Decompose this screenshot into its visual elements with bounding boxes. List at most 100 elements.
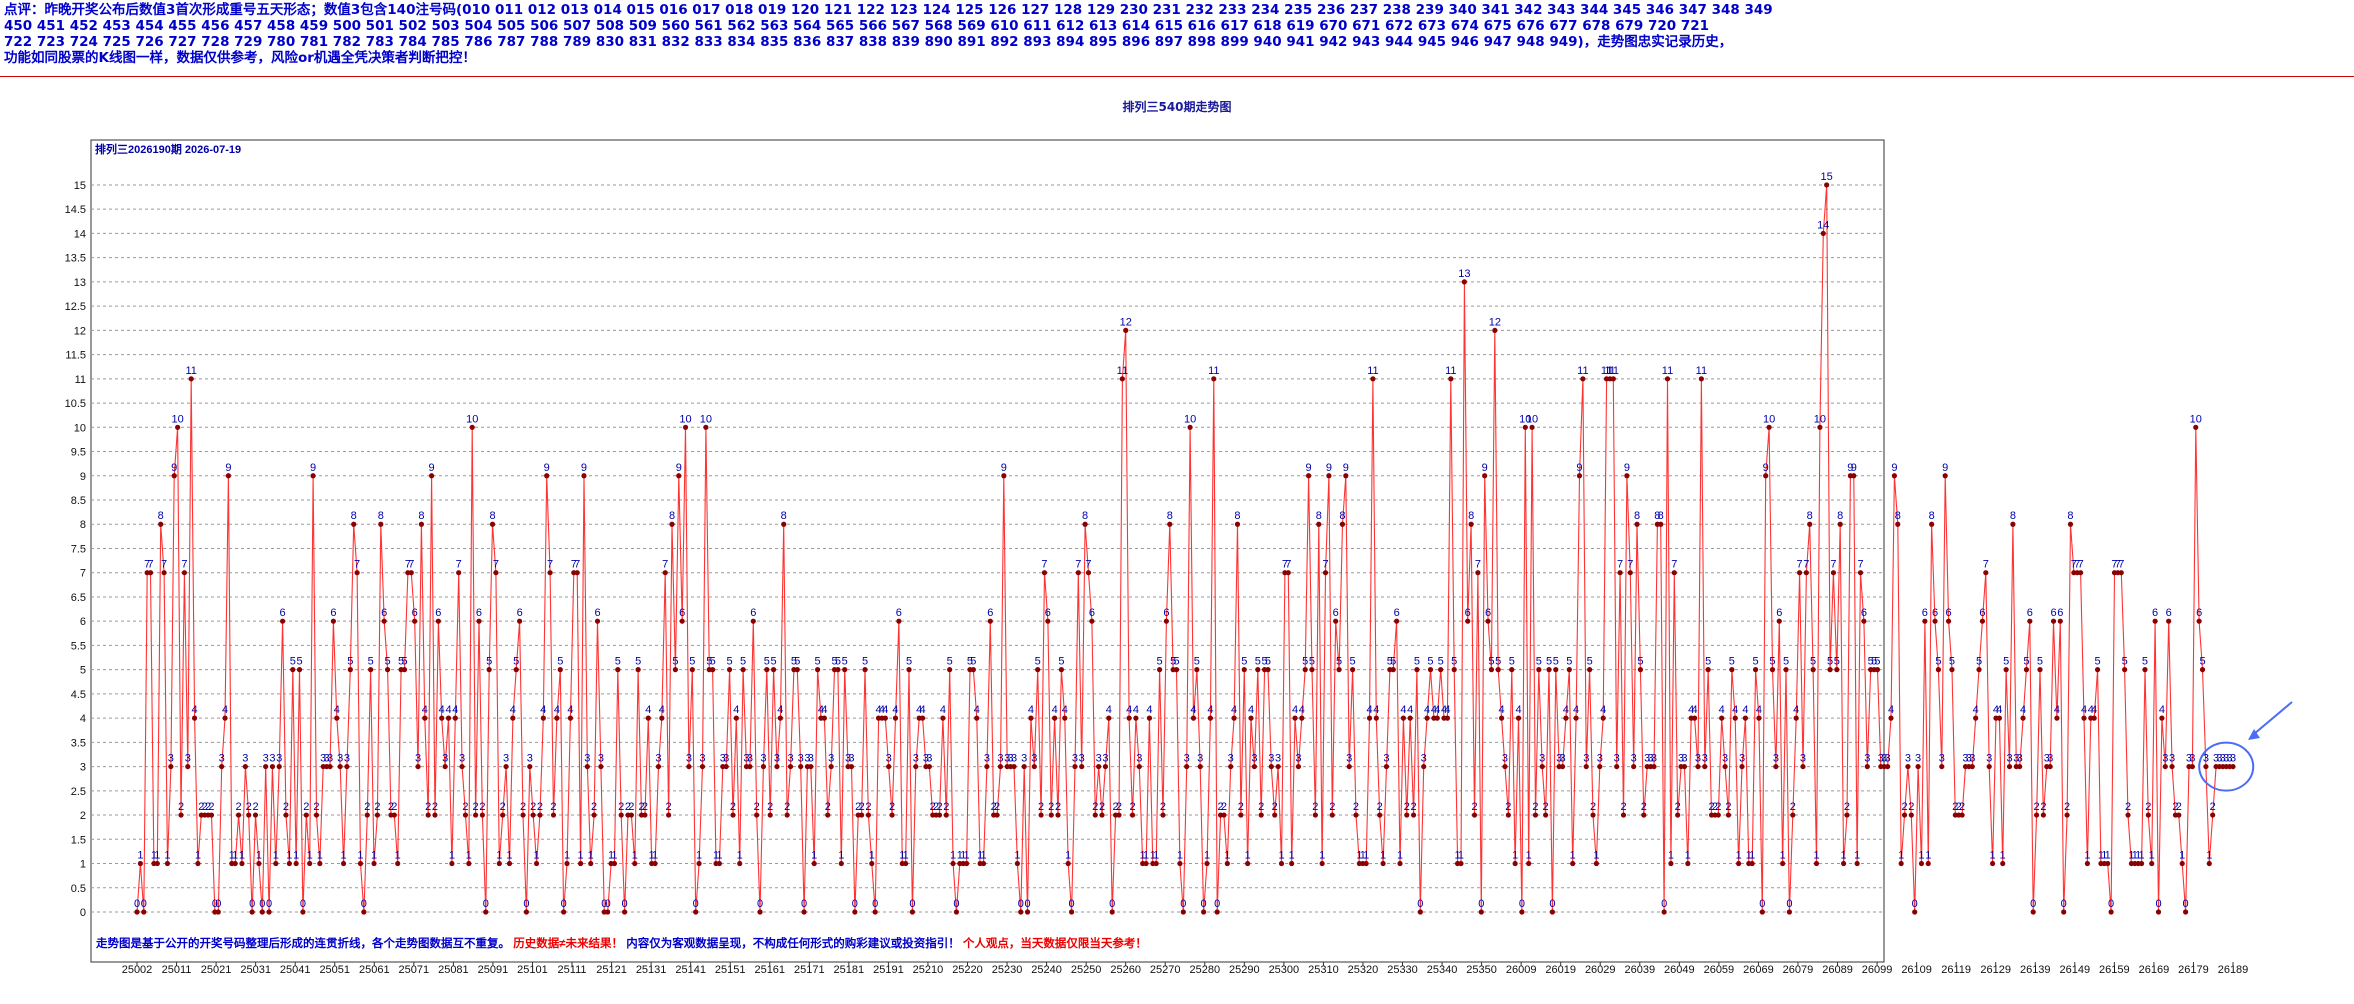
data-point [1444,715,1451,721]
data-label: 3 [2186,753,2192,765]
data-point [483,909,489,915]
data-label: 0 [1214,898,1220,910]
data-point [476,618,482,624]
data-label: 2 [2176,801,2182,813]
data-label: 3 [1539,753,1545,765]
data-point [1180,909,1186,915]
data-point [1363,860,1369,867]
data-label: 4 [974,704,980,716]
x-tick-label: 26089 [1822,964,1853,976]
data-label: 6 [896,607,902,619]
data-label: 3 [2220,753,2226,765]
data-point [1844,812,1850,818]
data-label: 3 [743,753,749,765]
y-tick-label: 2 [80,810,86,822]
data-point [1989,860,1996,867]
data-label: 2 [1217,801,1223,813]
data-point [892,715,899,721]
data-point [1610,376,1616,382]
data-point [1478,909,1484,915]
data-label: 1 [1526,850,1532,862]
data-label: 2 [1272,801,1278,813]
data-label: 2 [859,801,865,813]
data-label: 1 [1925,850,1931,862]
data-label: 8 [1654,510,1660,522]
data-label: 2 [473,801,479,813]
data-label: 1 [1140,850,1146,862]
data-label: 3 [1197,753,1203,765]
data-point [164,860,171,867]
data-label: 5 [1194,656,1200,668]
x-tick-label: 25181 [834,964,865,976]
data-point [699,763,706,770]
y-tick-label: 3.5 [71,737,86,749]
data-label: 1 [649,850,655,862]
data-label: 1 [151,850,157,862]
data-label: 9 [1001,462,1007,474]
data-point [1383,763,1390,770]
data-point [1255,667,1261,673]
data-label: 3 [1966,753,1972,765]
y-tick-label: 4 [80,713,86,725]
data-label: 3 [886,753,892,765]
data-label: 3 [1962,753,1968,765]
data-point [1133,715,1139,721]
data-label: 5 [1827,656,1833,668]
data-point [2023,667,2030,673]
data-point [1664,376,1671,382]
data-label: 4 [1146,704,1152,716]
data-point [259,909,265,915]
data-label: 3 [913,753,919,765]
data-label: 6 [1776,607,1782,619]
data-point [1465,618,1471,624]
data-label: 1 [286,850,292,862]
data-label: 7 [147,559,153,571]
data-label: 6 [1089,607,1095,619]
data-label: 3 [723,753,729,765]
x-tick-label: 25171 [794,964,825,976]
data-label: 5 [1336,656,1342,668]
data-point [686,763,692,770]
data-label: 1 [232,850,238,862]
data-point [950,860,956,867]
data-point [378,521,384,527]
data-label: 1 [1245,850,1251,862]
data-label: 4 [920,704,926,716]
data-label: 1 [2105,850,2111,862]
data-point [2196,618,2202,624]
data-label: 4 [1424,704,1430,716]
data-label: 1 [811,850,817,862]
data-point [2108,909,2114,915]
data-label: 5 [1752,656,1758,668]
data-point [2017,763,2023,770]
data-point [459,763,465,770]
data-label: 2 [2172,801,2178,813]
data-point [527,763,533,770]
data-label: 1 [154,850,160,862]
data-label: 5 [794,656,800,668]
data-label: 2 [388,801,394,813]
data-point [1414,667,1420,673]
data-label: 6 [987,607,993,619]
data-label: 8 [1658,510,1664,522]
data-point [747,763,753,770]
data-label: 2 [236,801,242,813]
data-label: 7 [354,559,360,571]
data-point [1929,521,1935,527]
x-tick-label: 25081 [438,964,469,976]
data-label: 6 [1333,607,1339,619]
data-point [489,521,496,527]
data-label: 9 [1343,462,1349,474]
data-label: 1 [1749,850,1755,862]
data-label: 4 [510,704,516,716]
data-label: 1 [1319,850,1325,862]
data-point [1499,715,1505,721]
data-point [940,715,946,721]
data-label: 2 [1377,801,1383,813]
data-label: 3 [1885,753,1891,765]
comment-line: 722 723 724 725 726 727 728 729 780 781 … [4,34,1733,50]
data-label: 2 [1790,801,1796,813]
data-label: 5 [2037,656,2043,668]
data-point [825,812,831,818]
data-label: 3 [699,753,705,765]
